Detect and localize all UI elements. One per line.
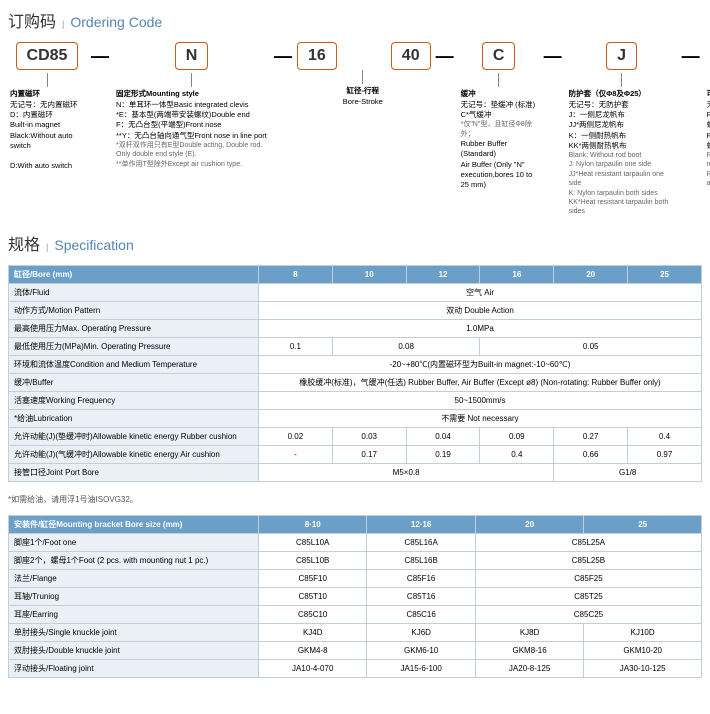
code-box-1: CD85 — [16, 42, 79, 70]
spec-title: 规格 | Specification — [8, 231, 702, 255]
code-box-3: 16 — [297, 42, 337, 70]
ordering-title-en: Ordering Code — [70, 14, 162, 30]
ordering-title-cn: 订购码 — [8, 8, 56, 32]
spec-table: 缸径/Bore (mm) 8 10 12 16 20 25 流体/Fluid空气… — [8, 265, 702, 482]
lubrication-note: *如需给油，请用浮1号油ISOVG32。 — [8, 494, 702, 505]
code-box-4: 40 — [391, 42, 431, 70]
code-box-5: C — [482, 42, 516, 70]
code-box-2: N — [175, 42, 209, 70]
ordering-title: 订购码 | Ordering Code — [8, 8, 702, 32]
code-box-6: J — [606, 42, 637, 70]
mounting-table: 安装件/缸径Mounting bracket Bore size (mm) 8·… — [8, 515, 702, 678]
ordering-code-row: CD85 内置磁环 无记号：无内置磁环 D：内置磁环 Built-in magn… — [8, 42, 702, 217]
